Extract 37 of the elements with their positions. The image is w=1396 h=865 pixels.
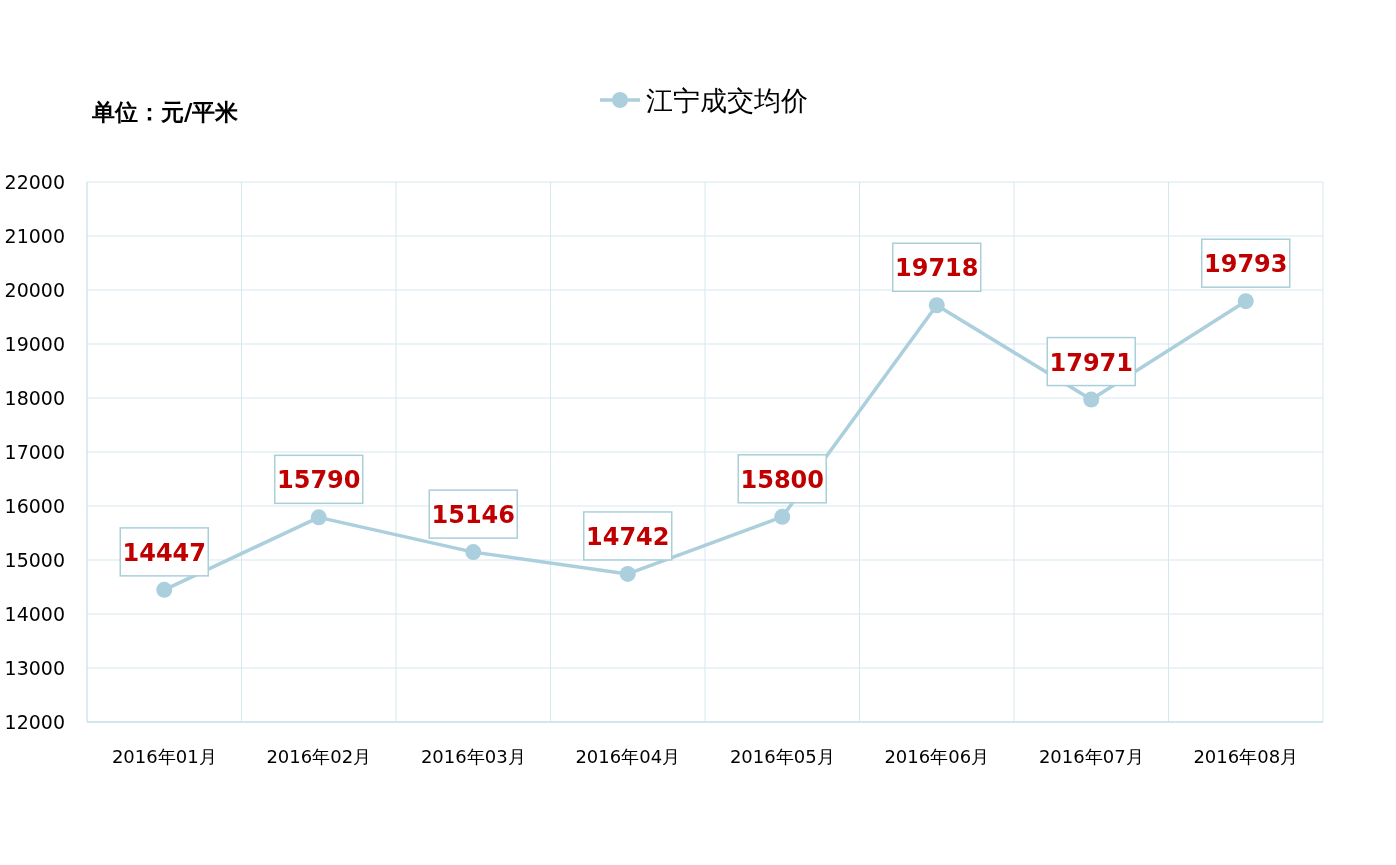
- y-tick-label: 16000: [4, 495, 65, 517]
- data-label: 17971: [1049, 348, 1133, 377]
- y-tick-label: 15000: [4, 549, 65, 571]
- y-tick-label: 18000: [4, 387, 65, 409]
- data-label: 19793: [1204, 250, 1288, 279]
- point: [1083, 391, 1100, 408]
- x-tick-label: 2016年02月: [266, 746, 372, 767]
- y-tick-label: 20000: [4, 279, 65, 301]
- x-tick-label: 2016年05月: [729, 746, 835, 767]
- data-label: 19718: [895, 254, 979, 283]
- x-tick-label: 2016年07月: [1038, 746, 1144, 767]
- point: [310, 509, 327, 526]
- x-tick-label: 2016年03月: [420, 746, 526, 767]
- y-tick-label: 19000: [4, 333, 65, 355]
- x-tick-label: 2016年08月: [1193, 746, 1299, 767]
- point: [156, 581, 173, 598]
- y-tick-label: 21000: [4, 225, 65, 247]
- text: 单位：元/平米: [91, 99, 240, 125]
- data-label: 15800: [740, 465, 824, 494]
- y-tick-label: 17000: [4, 441, 65, 463]
- y-tick-label: 13000: [4, 657, 65, 679]
- y-tick-label: 12000: [4, 711, 65, 733]
- legend-label: 江宁成交均价: [646, 85, 808, 116]
- data-label: 15790: [277, 466, 361, 495]
- data-label: 14742: [586, 522, 670, 551]
- point: [1237, 293, 1254, 310]
- point: [619, 565, 636, 582]
- point: [465, 544, 482, 561]
- y-tick-label: 22000: [4, 171, 65, 193]
- data-label: 14447: [122, 538, 206, 567]
- x-tick-label: 2016年04月: [575, 746, 681, 767]
- point: [774, 508, 791, 525]
- x-tick-label: 2016年06月: [884, 746, 990, 767]
- point: [928, 297, 945, 314]
- y-tick-label: 14000: [4, 603, 65, 625]
- data-label: 15146: [431, 501, 515, 530]
- x-tick-label: 2016年01月: [111, 746, 217, 767]
